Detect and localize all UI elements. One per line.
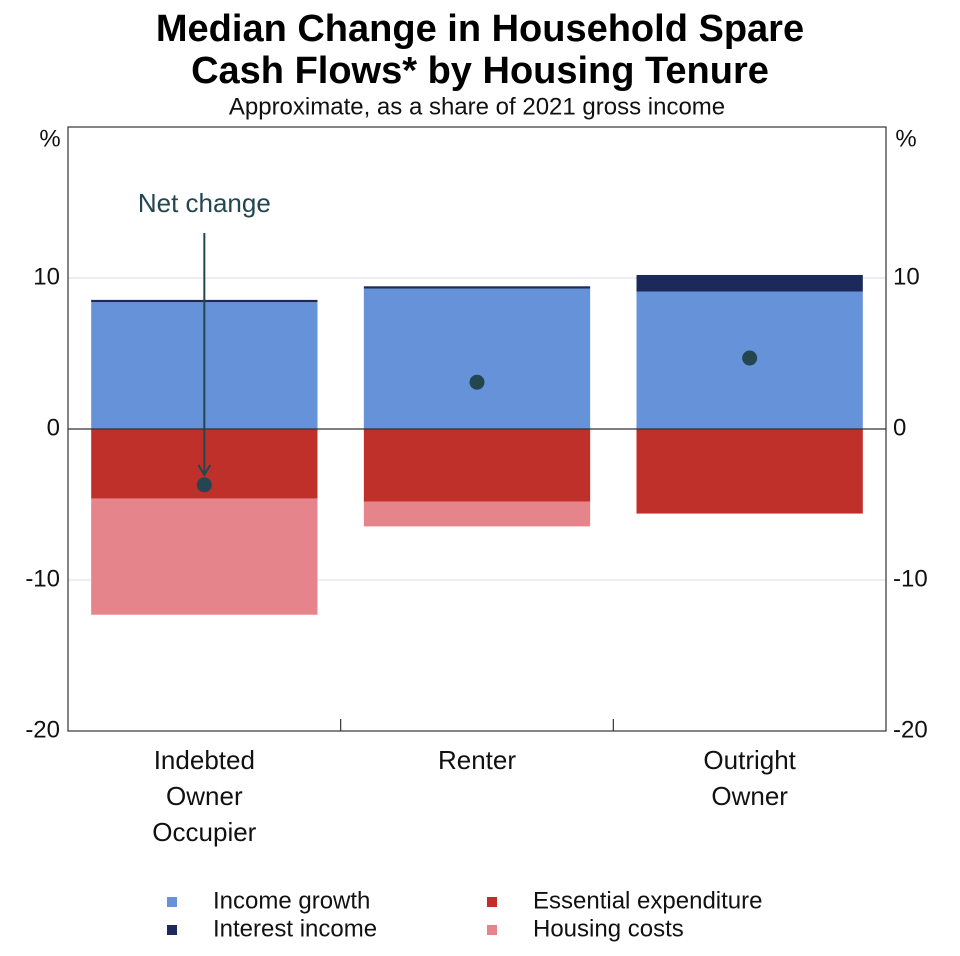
legend-label: Housing costs: [533, 915, 684, 942]
legend-swatch: [487, 925, 497, 935]
legend-swatch: [167, 897, 177, 907]
net-change-dot: [742, 350, 758, 366]
y-tick-label-right: -10: [893, 565, 928, 592]
legend-label: Essential expenditure: [533, 887, 762, 914]
y-tick-label-left: 0: [47, 414, 60, 441]
y-tick-label-right: 10: [893, 263, 920, 290]
y-tick-label-left: -20: [25, 716, 60, 743]
y-tick-label-right: 0: [893, 414, 906, 441]
bar-segment: [636, 274, 863, 292]
bar-segment: [636, 429, 863, 514]
legend-swatch: [487, 897, 497, 907]
legend-label: Interest income: [213, 915, 377, 942]
net-change-dot: [196, 477, 212, 493]
y-tick-label-left: -10: [25, 565, 60, 592]
chart-title: Median Change in Household Spare Cash Fl…: [155, 8, 805, 92]
bar-segment: [363, 288, 591, 429]
y-tick-label-right: -20: [893, 716, 928, 743]
y-unit-right: %: [895, 125, 916, 152]
net-change-dot: [469, 374, 485, 390]
legend-swatch: [167, 925, 177, 935]
bar-segment: [363, 286, 591, 289]
x-tick-label: Indebted Owner Occupier: [152, 745, 257, 847]
annotation: Net change: [138, 188, 271, 218]
legend-label: Income growth: [213, 887, 370, 914]
x-tick-label: Renter: [437, 745, 517, 775]
bar-segment: [363, 429, 591, 502]
annotation-arrowhead: [197, 464, 212, 477]
x-tick-label: Outright Owner: [703, 745, 796, 811]
bar-segment: [363, 501, 591, 527]
y-unit-left: %: [39, 125, 60, 152]
y-tick-label-left: 10: [33, 263, 60, 290]
bar-segment: [91, 498, 318, 615]
chart-subtitle: Approximate, as a share of 2021 gross in…: [229, 93, 725, 120]
plot-frame: [67, 126, 887, 732]
